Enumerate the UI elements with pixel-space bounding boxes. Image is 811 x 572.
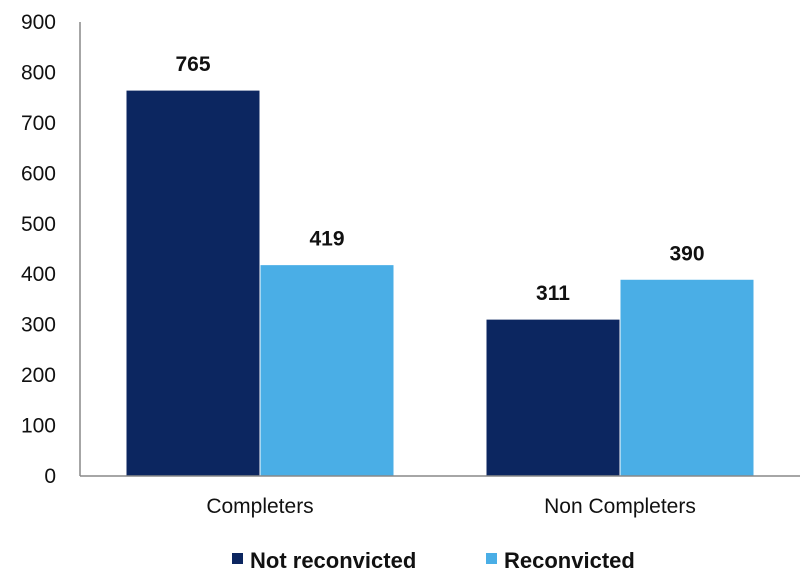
y-tick-label: 100 xyxy=(21,415,56,438)
y-tick-label: 800 xyxy=(21,61,56,84)
y-tick-label: 300 xyxy=(21,314,56,337)
data-label: 311 xyxy=(536,282,570,305)
bar-reconvicted-non-completers xyxy=(619,278,755,477)
legend-swatch xyxy=(486,553,497,564)
bar-reconvicted-completers xyxy=(259,264,395,477)
x-axis: Completers Non Completers xyxy=(80,475,800,518)
data-label: 765 xyxy=(175,53,210,76)
y-tick-label: 600 xyxy=(21,162,56,185)
y-axis: 0 100 200 300 400 500 600 700 800 900 xyxy=(21,11,81,488)
bars: 765 419 311 390 xyxy=(125,53,755,477)
y-tick-label: 200 xyxy=(21,364,56,387)
data-label: 390 xyxy=(669,242,704,265)
legend-swatch xyxy=(232,553,243,564)
y-tick-label: 400 xyxy=(21,263,56,286)
x-category-label: Non Completers xyxy=(544,495,696,518)
y-tick-label: 500 xyxy=(21,213,56,236)
data-label: 419 xyxy=(309,228,344,251)
x-category-label: Completers xyxy=(206,495,313,518)
y-tick-label: 900 xyxy=(21,11,56,34)
y-tick-label: 0 xyxy=(44,465,56,488)
legend: Not reconvicted Reconvicted xyxy=(232,548,635,572)
y-tick-label: 700 xyxy=(21,112,56,135)
legend-label: Reconvicted xyxy=(504,548,635,572)
bar-not-reconvicted-non-completers xyxy=(485,318,621,477)
bar-not-reconvicted-completers xyxy=(125,89,261,477)
legend-label: Not reconvicted xyxy=(250,548,416,572)
